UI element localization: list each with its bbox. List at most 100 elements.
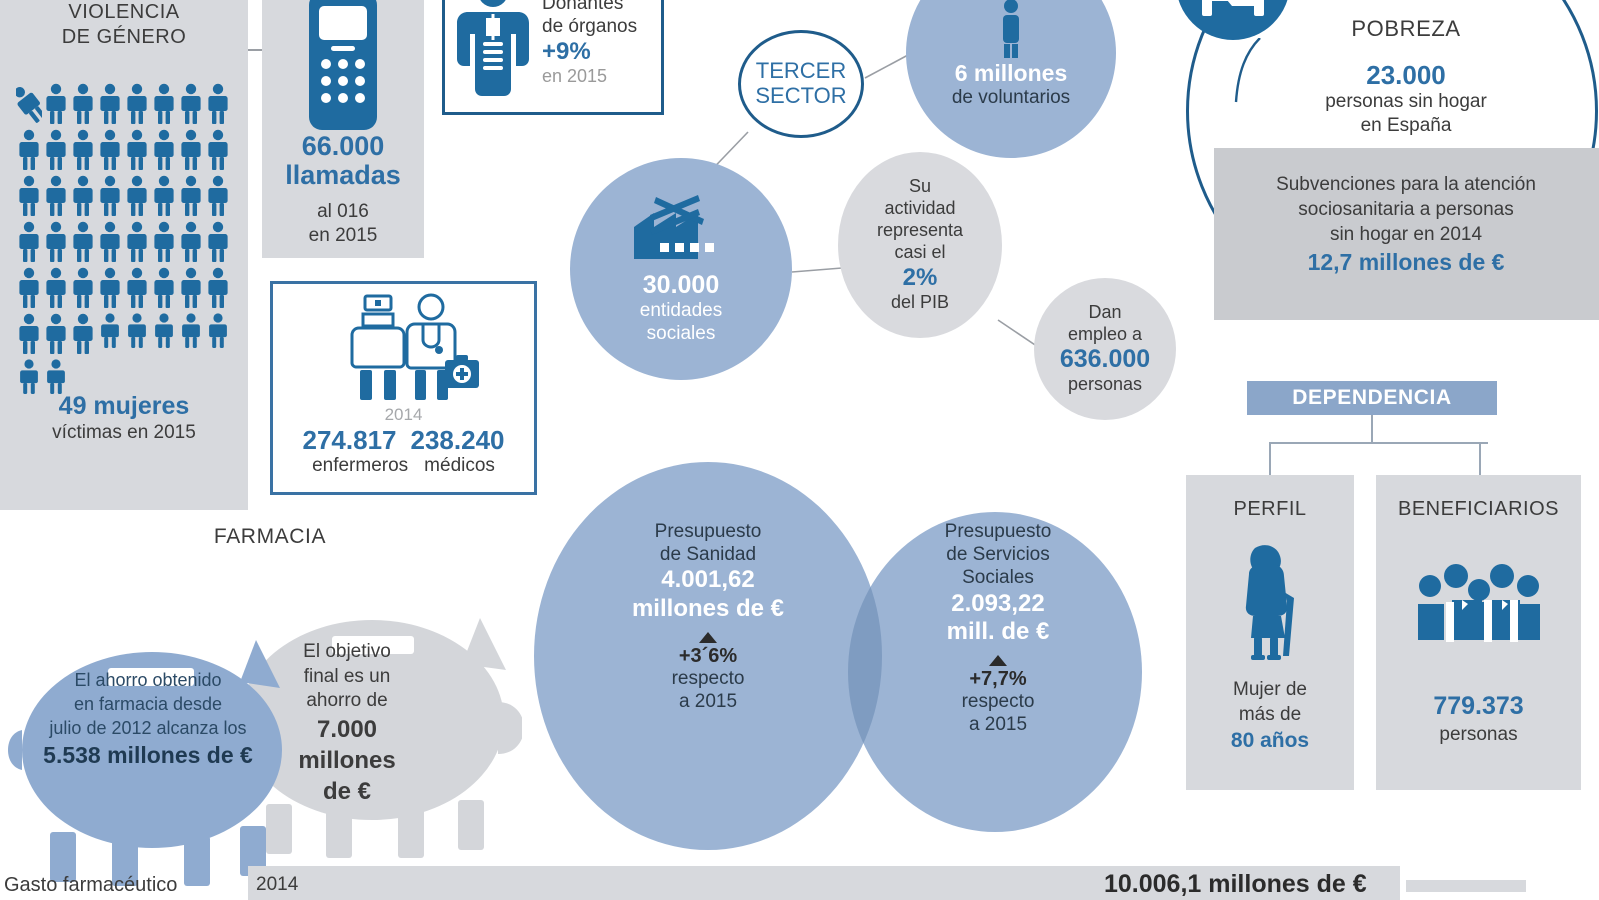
social-unit: mill. de € bbox=[946, 618, 1050, 646]
triangle-up-icon bbox=[699, 631, 717, 643]
violence-victims-count: 49 mujeres bbox=[58, 392, 190, 420]
entities-value: 30.000 bbox=[642, 270, 720, 299]
employment-bubble: Dan empleo a 636.000 personas bbox=[1034, 278, 1176, 420]
pharma-spend-bar bbox=[248, 866, 1400, 900]
profile-line1: Mujer de bbox=[1233, 679, 1307, 700]
health-note2: a 2015 bbox=[678, 690, 738, 712]
poverty-sub2: en España bbox=[1360, 115, 1452, 137]
donors-line1: Donantes bbox=[542, 0, 624, 15]
savings-line3: julio de 2012 alcanza los bbox=[49, 718, 247, 739]
pharma-spend-year: 2014 bbox=[256, 874, 299, 895]
goal-value: 7.000 bbox=[316, 716, 378, 744]
violence-title-line1: VIOLENCIA bbox=[68, 1, 180, 23]
health-workers-values: 274.817 238.240 bbox=[270, 425, 537, 456]
donors-line2: de órganos bbox=[542, 15, 638, 37]
poverty-subsidy-band bbox=[1214, 148, 1599, 320]
woman-fallen-icon bbox=[16, 86, 42, 123]
social-budget-text: Presupuesto de Servicios Sociales 2.093,… bbox=[898, 520, 1098, 737]
goal-line3: ahorro de bbox=[306, 690, 388, 712]
violence-victims-label: víctimas en 2015 bbox=[52, 422, 196, 443]
profile-label: PERFIL bbox=[1233, 498, 1307, 520]
calls-count-unit: llamadas bbox=[285, 160, 401, 191]
medical-kit-icon bbox=[444, 355, 479, 388]
goal-unit1: millones bbox=[298, 747, 396, 775]
social-delta: +7,7% bbox=[969, 668, 1027, 691]
nurses-value: 274.817 bbox=[302, 425, 397, 455]
health-workers-box bbox=[270, 281, 537, 495]
elderly-woman-icon bbox=[1186, 538, 1354, 667]
beneficiaries-description: 779.373 personas bbox=[1376, 690, 1581, 747]
savings-line1: El ahorro obtenido bbox=[74, 670, 222, 690]
calls-line1: al 016 bbox=[317, 201, 369, 222]
pharmacy-goal-text: El objetivo final es un ahorro de 7.000 … bbox=[272, 640, 422, 808]
pharmacy-goal-piggy-bank-icon bbox=[222, 552, 524, 877]
profile-highlight: 80 años bbox=[1230, 729, 1310, 753]
doctors-label: médicos bbox=[424, 455, 495, 476]
volunteers-value: 6 millones bbox=[954, 59, 1068, 86]
social-note2: a 2015 bbox=[968, 713, 1028, 735]
subsidy-line2: sociosanitaria a personas bbox=[1298, 199, 1514, 221]
beneficiaries-label: BENEFICIARIOS bbox=[1398, 498, 1559, 520]
donors-percent: +9% bbox=[542, 37, 591, 65]
organ-donor-icon bbox=[457, 0, 529, 96]
poverty-sublabel: personas sin hogar en España bbox=[1246, 90, 1566, 139]
subsidy-line1: Subvenciones para la atención bbox=[1276, 174, 1536, 195]
hub-line1: TERCER bbox=[755, 58, 847, 84]
gdp-value: 2% bbox=[902, 263, 938, 291]
health-budget-circle bbox=[534, 462, 882, 850]
social-budget-circle bbox=[848, 512, 1142, 832]
organ-donors-text: Donantes de órganos +9% en 2015 bbox=[542, 0, 637, 87]
social-note1: respecto bbox=[961, 691, 1035, 713]
poverty-title: POBREZA bbox=[1351, 16, 1461, 41]
mobile-phone-icon bbox=[262, 0, 424, 137]
violence-title: VIOLENCIA DE GÉNERO bbox=[0, 0, 248, 50]
dependency-connectors bbox=[1269, 415, 1488, 475]
subsidy-value: 12,7 millones de € bbox=[1307, 249, 1505, 276]
doctors-value: 238.240 bbox=[410, 425, 505, 455]
violence-panel bbox=[0, 0, 248, 510]
nurse-icon bbox=[350, 294, 405, 400]
calls-line2: en 2015 bbox=[308, 224, 378, 246]
doctor-icon bbox=[405, 293, 479, 400]
entities-bubble: 30.000 entidades sociales bbox=[570, 158, 792, 380]
gdp-line4: casi el bbox=[894, 241, 946, 262]
women-pictogram bbox=[16, 82, 232, 396]
health-workers-labels: enfermeros médicos bbox=[270, 455, 537, 477]
pharmacy-savings-text: El ahorro obtenido en farmacia desde jul… bbox=[22, 668, 274, 771]
employment-value: 636.000 bbox=[1059, 345, 1151, 374]
health-unit: millones de € bbox=[631, 595, 785, 623]
savings-line2: en farmacia desde bbox=[73, 694, 223, 715]
goal-line2: final es un bbox=[303, 665, 391, 687]
entities-label2: sociales bbox=[646, 322, 716, 344]
gdp-line3: representa bbox=[876, 220, 964, 241]
hub-line2: SECTOR bbox=[755, 83, 847, 108]
gdp-bubble: Su actividad representa casi el 2% del P… bbox=[838, 152, 1002, 338]
calls-count-value: 66.000 bbox=[301, 131, 385, 161]
violence-to-calls-connector bbox=[248, 49, 270, 51]
calls-count: 66.000 llamadas bbox=[262, 131, 424, 191]
beneficiaries-unit: personas bbox=[1439, 723, 1518, 745]
poverty-sub1: personas sin hogar bbox=[1325, 91, 1487, 112]
health-title1: Presupuesto bbox=[654, 521, 762, 542]
pharma-spend-bar-tail bbox=[1406, 880, 1526, 892]
health-workers-year: 2014 bbox=[384, 405, 423, 424]
health-budget-text: Presupuesto de Sanidad 4.001,62 millones… bbox=[588, 520, 828, 714]
pharma-spend-label: Gasto farmacéutico bbox=[4, 874, 178, 896]
savings-highlight: 5.538 millones de € bbox=[43, 742, 253, 769]
employment-label: personas bbox=[1067, 374, 1143, 395]
profile-description: Mujer de más de 80 años bbox=[1186, 678, 1354, 755]
gdp-line1: Su bbox=[908, 176, 932, 197]
entities-label1: entidades bbox=[639, 299, 723, 321]
group-of-people-icon bbox=[1376, 556, 1581, 651]
goal-line1: El objetivo bbox=[303, 641, 391, 662]
gdp-label: del PIB bbox=[890, 291, 950, 312]
pharmacy-savings-piggy-bank-icon bbox=[8, 600, 308, 900]
health-value: 4.001,62 bbox=[661, 566, 755, 594]
calls-sublabel: al 016 en 2015 bbox=[262, 200, 424, 248]
health-title2: de Sanidad bbox=[659, 544, 757, 566]
social-title2: de Servicios bbox=[946, 544, 1050, 566]
violence-title-line2: DE GÉNERO bbox=[61, 26, 187, 48]
pharma-spend-value: 10.006,1 millones de € bbox=[1104, 870, 1367, 898]
beneficiaries-value: 779.373 bbox=[1433, 692, 1524, 720]
